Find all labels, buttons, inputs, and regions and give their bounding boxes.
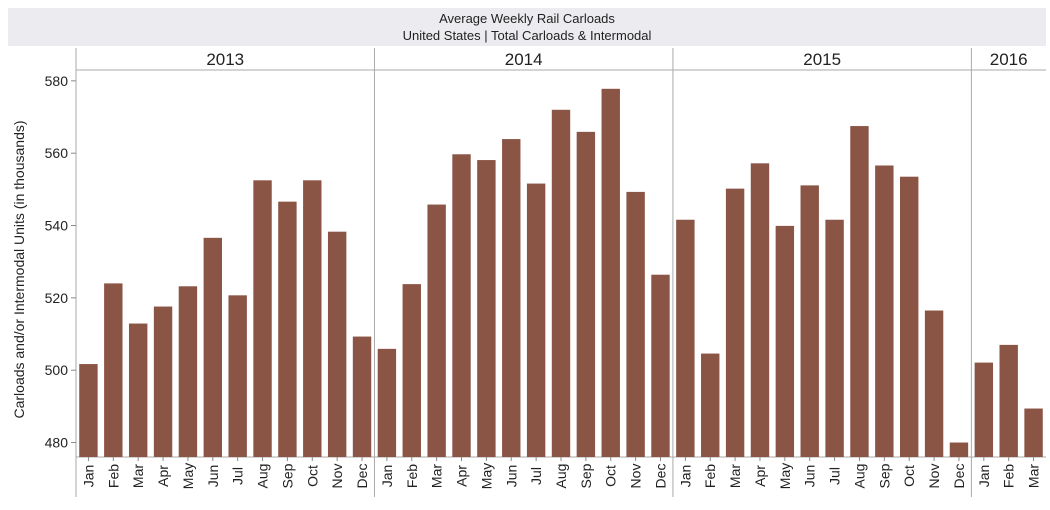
y-tick-label: 560 [45, 145, 69, 161]
x-tick-label: Nov [329, 464, 345, 489]
x-tick-label: Jan [677, 465, 693, 488]
y-axis-label: Carloads and/or Intermodal Units (in tho… [11, 120, 27, 418]
bar [203, 237, 222, 457]
bar [427, 204, 446, 457]
x-tick-label: Aug [553, 464, 569, 489]
x-tick-label: Dec [652, 464, 668, 489]
x-tick-label: Sep [876, 463, 892, 488]
x-tick-label: May [180, 463, 196, 489]
bar [850, 126, 869, 458]
bar [178, 286, 198, 457]
x-tick-label: Aug [255, 464, 271, 489]
bar [502, 139, 521, 458]
bar [327, 231, 347, 457]
year-label: 2013 [206, 50, 244, 69]
bar [576, 131, 596, 457]
bar [924, 310, 944, 457]
y-tick-label: 580 [45, 73, 69, 89]
bar [104, 283, 123, 457]
y-tick-label: 480 [45, 435, 69, 451]
x-tick-label: Jul [230, 467, 246, 485]
year-label: 2014 [505, 50, 543, 69]
x-tick-label: Jun [205, 465, 221, 488]
x-tick-label: Sep [279, 463, 295, 488]
bar [750, 163, 770, 457]
x-tick-label: Jan [80, 465, 96, 488]
bar [701, 353, 720, 457]
x-tick-label: Dec [354, 464, 370, 489]
bar [153, 306, 173, 457]
x-tick-label: Oct [603, 465, 619, 487]
bar [676, 219, 695, 457]
bar [825, 219, 844, 457]
x-tick-label: Feb [1001, 464, 1017, 488]
x-tick-label: Sep [578, 463, 594, 488]
bar [800, 185, 819, 457]
x-tick-label: May [777, 463, 793, 489]
bar [725, 188, 745, 457]
x-tick-label: Nov [926, 464, 942, 489]
bar [303, 180, 322, 457]
bar [377, 348, 397, 457]
chart-title-band: Average Weekly Rail Carloads United Stat… [8, 8, 1046, 46]
bar [352, 336, 372, 457]
bar [402, 284, 421, 457]
x-tick-label: Apr [752, 465, 768, 487]
x-tick-label: Oct [901, 465, 917, 487]
x-tick-label: Mar [1026, 464, 1042, 488]
bar [949, 442, 969, 457]
bar [651, 274, 670, 457]
bar [601, 88, 620, 457]
y-tick-label: 500 [45, 362, 69, 378]
x-tick-label: Aug [851, 464, 867, 489]
x-tick-label: May [478, 463, 494, 489]
bar [79, 364, 98, 457]
bar [900, 176, 919, 457]
chart-subtitle: United States | Total Carloads & Intermo… [402, 28, 652, 43]
x-tick-label: Feb [404, 464, 420, 488]
bar [974, 362, 994, 457]
x-tick-label: Jan [379, 465, 395, 488]
x-tick-label: Mar [130, 464, 146, 488]
bar [278, 201, 297, 457]
x-tick-label: Jul [827, 467, 843, 485]
x-tick-label: Dec [951, 464, 967, 489]
x-tick-label: Feb [105, 464, 121, 488]
y-tick-label: 540 [45, 218, 69, 234]
chart-title: Average Weekly Rail Carloads [439, 11, 615, 26]
bar [228, 295, 247, 457]
bar [999, 344, 1018, 457]
year-label: 2015 [803, 50, 841, 69]
bar [452, 154, 471, 457]
bar [551, 109, 571, 458]
x-tick-label: Feb [702, 464, 718, 488]
bar [1024, 408, 1043, 457]
bar [875, 165, 894, 457]
bar [775, 225, 795, 457]
x-tick-label: Jun [802, 465, 818, 488]
x-tick-label: Mar [429, 464, 445, 488]
bar [526, 183, 546, 457]
x-tick-label: Nov [628, 464, 644, 489]
bar [477, 160, 496, 457]
x-tick-label: Jun [503, 465, 519, 488]
year-label: 2016 [990, 50, 1028, 69]
x-tick-label: Apr [454, 465, 470, 487]
x-tick-label: Oct [304, 465, 320, 487]
x-tick-label: Jan [976, 465, 992, 488]
x-tick-label: Apr [155, 465, 171, 487]
bar [626, 191, 645, 458]
bar [128, 323, 148, 457]
y-tick-label: 520 [45, 290, 69, 306]
bar [253, 180, 272, 457]
x-tick-label: Mar [727, 464, 743, 488]
x-tick-label: Jul [528, 467, 544, 485]
